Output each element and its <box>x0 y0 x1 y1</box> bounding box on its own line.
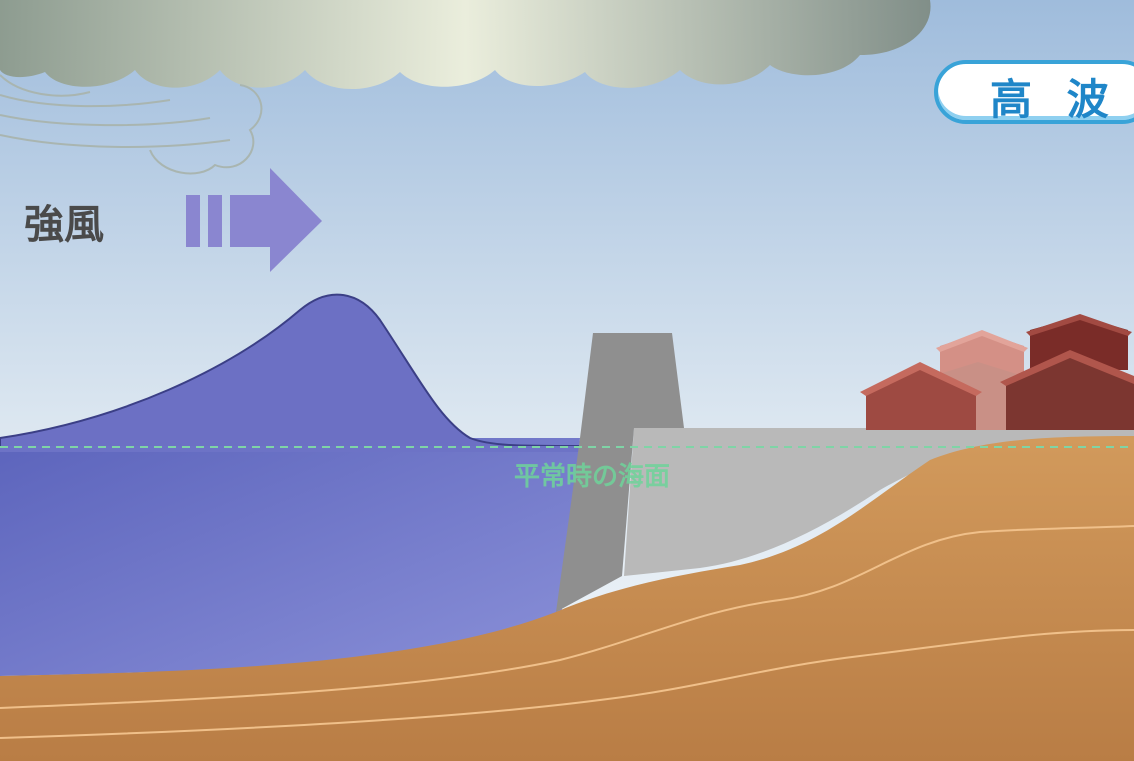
storm-cloud-icon <box>0 0 931 175</box>
page-title: 高 波 <box>990 75 1119 124</box>
sea <box>0 438 580 676</box>
high-wave <box>0 293 581 451</box>
embankment <box>624 428 1134 576</box>
house-icon <box>860 314 1134 430</box>
sea-level-label: 平常時の海面 <box>514 462 671 492</box>
wind-arrow-icon <box>186 168 322 272</box>
seawall <box>556 333 684 612</box>
wind-label: 強風 <box>24 201 104 248</box>
ground <box>0 436 1134 761</box>
strata-lines <box>0 525 1134 739</box>
title-badge <box>934 60 1134 124</box>
